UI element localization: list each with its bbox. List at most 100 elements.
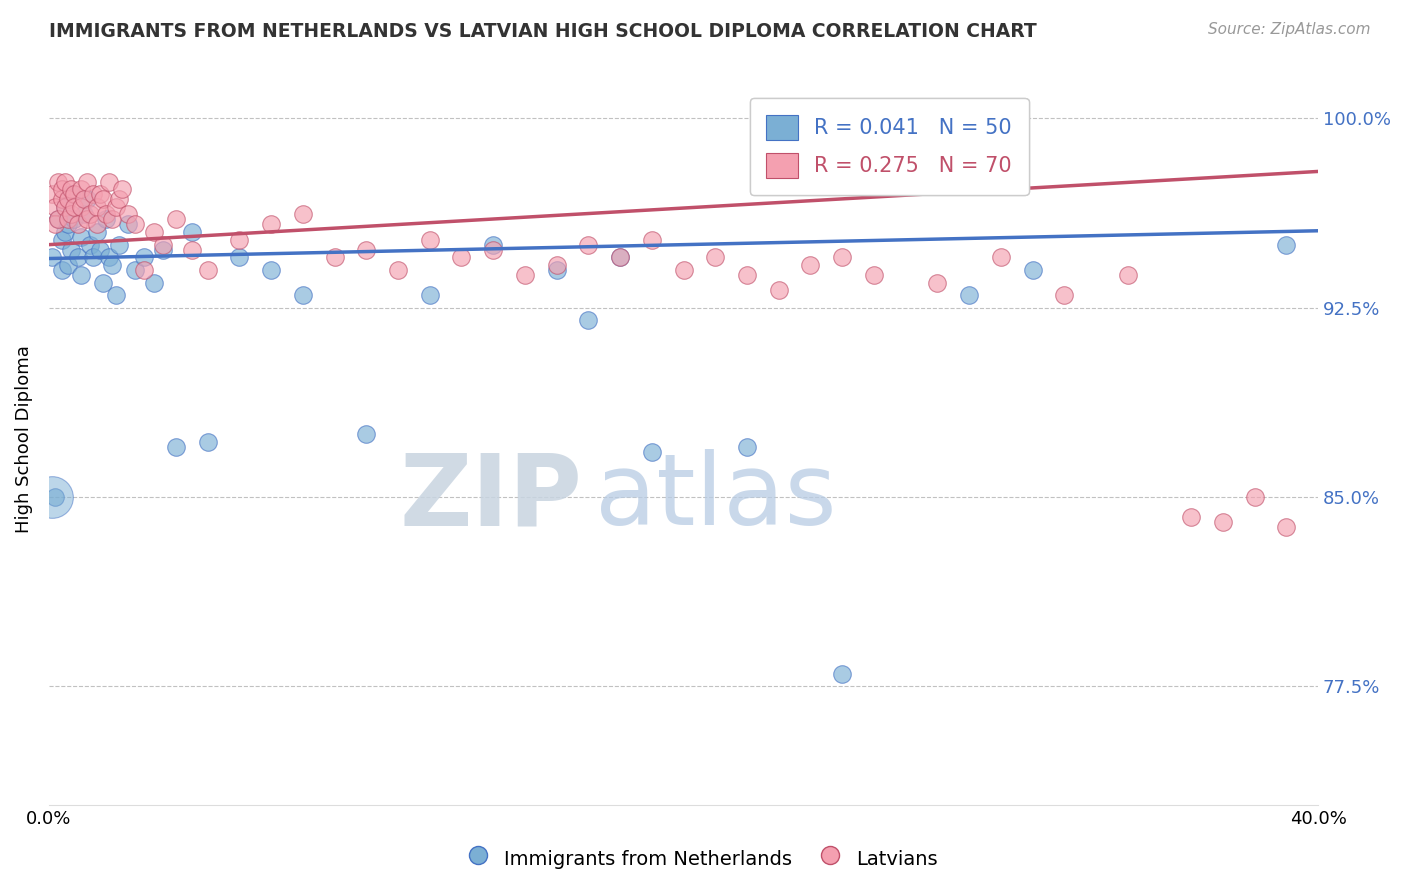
Point xyxy=(124,218,146,232)
Point xyxy=(69,230,91,244)
Point xyxy=(1212,516,1234,530)
Point xyxy=(86,225,108,239)
Point xyxy=(111,182,134,196)
Point xyxy=(51,263,73,277)
Point xyxy=(513,268,536,282)
Point xyxy=(165,212,187,227)
Point xyxy=(356,427,378,442)
Point xyxy=(323,250,346,264)
Point xyxy=(609,250,631,264)
Point xyxy=(66,218,89,232)
Point xyxy=(107,192,129,206)
Point xyxy=(735,440,758,454)
Point xyxy=(41,187,63,202)
Point xyxy=(197,434,219,449)
Point xyxy=(957,288,980,302)
Point xyxy=(1243,490,1265,504)
Point xyxy=(260,218,283,232)
Point xyxy=(98,175,121,189)
Point xyxy=(228,233,250,247)
Point xyxy=(86,200,108,214)
Point xyxy=(291,288,314,302)
Point xyxy=(546,258,568,272)
Point xyxy=(48,212,70,227)
Point xyxy=(91,192,114,206)
Point xyxy=(82,250,104,264)
Point xyxy=(89,187,111,202)
Point xyxy=(142,225,165,239)
Point xyxy=(546,263,568,277)
Point xyxy=(1180,510,1202,524)
Point xyxy=(152,237,174,252)
Point xyxy=(98,250,121,264)
Point xyxy=(104,288,127,302)
Point xyxy=(56,212,79,227)
Point xyxy=(60,243,83,257)
Point xyxy=(291,207,314,221)
Point xyxy=(41,250,63,264)
Point xyxy=(44,200,66,214)
Text: IMMIGRANTS FROM NETHERLANDS VS LATVIAN HIGH SCHOOL DIPLOMA CORRELATION CHART: IMMIGRANTS FROM NETHERLANDS VS LATVIAN H… xyxy=(49,22,1038,41)
Point xyxy=(51,233,73,247)
Point xyxy=(165,440,187,454)
Point xyxy=(356,243,378,257)
Legend: R = 0.041   N = 50, R = 0.275   N = 70: R = 0.041 N = 50, R = 0.275 N = 70 xyxy=(749,98,1029,194)
Point xyxy=(53,200,76,214)
Point xyxy=(51,182,73,196)
Text: ZIP: ZIP xyxy=(399,449,582,546)
Point xyxy=(387,263,409,277)
Text: Source: ZipAtlas.com: Source: ZipAtlas.com xyxy=(1208,22,1371,37)
Point xyxy=(82,187,104,202)
Point xyxy=(79,237,101,252)
Point xyxy=(1275,237,1298,252)
Point xyxy=(48,175,70,189)
Point xyxy=(831,250,853,264)
Point xyxy=(609,250,631,264)
Point xyxy=(51,192,73,206)
Point xyxy=(60,207,83,221)
Point xyxy=(91,276,114,290)
Point xyxy=(63,212,86,227)
Point xyxy=(1116,268,1139,282)
Point xyxy=(1275,520,1298,534)
Point xyxy=(44,218,66,232)
Point xyxy=(124,263,146,277)
Point xyxy=(134,250,156,264)
Point xyxy=(180,225,202,239)
Point xyxy=(101,258,124,272)
Point xyxy=(60,187,83,202)
Point xyxy=(152,243,174,257)
Point xyxy=(419,288,441,302)
Point xyxy=(799,258,821,272)
Point xyxy=(117,207,139,221)
Point xyxy=(107,237,129,252)
Point xyxy=(104,200,127,214)
Text: atlas: atlas xyxy=(595,449,837,546)
Point xyxy=(86,218,108,232)
Point xyxy=(44,490,66,504)
Point xyxy=(56,192,79,206)
Point xyxy=(704,250,727,264)
Point xyxy=(134,263,156,277)
Point xyxy=(482,243,505,257)
Point xyxy=(53,175,76,189)
Y-axis label: High School Diploma: High School Diploma xyxy=(15,345,32,533)
Point xyxy=(117,218,139,232)
Point xyxy=(228,250,250,264)
Point xyxy=(76,175,98,189)
Point xyxy=(53,200,76,214)
Point xyxy=(73,192,96,206)
Point xyxy=(53,225,76,239)
Point xyxy=(142,276,165,290)
Point xyxy=(56,258,79,272)
Point xyxy=(48,212,70,227)
Point xyxy=(927,276,949,290)
Point xyxy=(94,212,117,227)
Point xyxy=(69,182,91,196)
Point xyxy=(76,192,98,206)
Point xyxy=(863,268,886,282)
Point xyxy=(69,200,91,214)
Point xyxy=(76,212,98,227)
Point xyxy=(63,187,86,202)
Point xyxy=(1053,288,1076,302)
